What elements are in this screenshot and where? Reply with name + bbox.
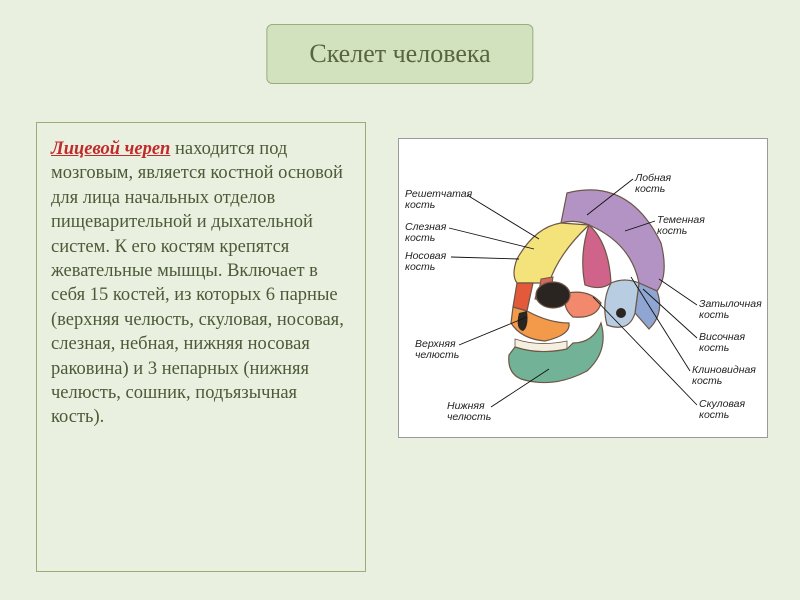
temporal-bone: [605, 280, 639, 327]
description-box: Лицевой череп находится под мозговым, яв…: [36, 122, 366, 572]
label-temporal: Височнаякость: [699, 332, 745, 354]
label-ethmoid: Решетчатаякость: [405, 189, 472, 211]
label-frontal: Лобнаякость: [635, 173, 671, 195]
label-nasal: Носоваякость: [405, 251, 446, 273]
label-zygomatic: Скуловаякость: [699, 399, 745, 421]
label-maxilla: Верхняячелюсть: [415, 339, 459, 361]
description-body: находится под мозговым, является костной…: [51, 139, 344, 427]
title-text: Скелет человека: [309, 39, 490, 68]
orbit: [536, 282, 570, 308]
ear-canal: [616, 308, 626, 318]
page-title: Скелет человека: [266, 24, 533, 84]
label-sphenoid: Клиновиднаякость: [692, 365, 756, 387]
nasal-bone: [513, 283, 533, 311]
frontal-bone: [514, 223, 589, 283]
parietal-bone: [561, 190, 664, 291]
lead-term: Лицевой череп: [51, 139, 170, 159]
occipital-bone: [635, 283, 660, 329]
label-mandible: Нижняячелюсть: [447, 401, 491, 423]
label-lacrimal: Слезнаякость: [405, 222, 446, 244]
label-occipital: Затылочнаякость: [699, 299, 762, 321]
label-parietal: Теменнаякость: [657, 215, 705, 237]
skull-diagram: Решетчатаякость Слезнаякость Носоваякость Л…: [398, 138, 768, 438]
